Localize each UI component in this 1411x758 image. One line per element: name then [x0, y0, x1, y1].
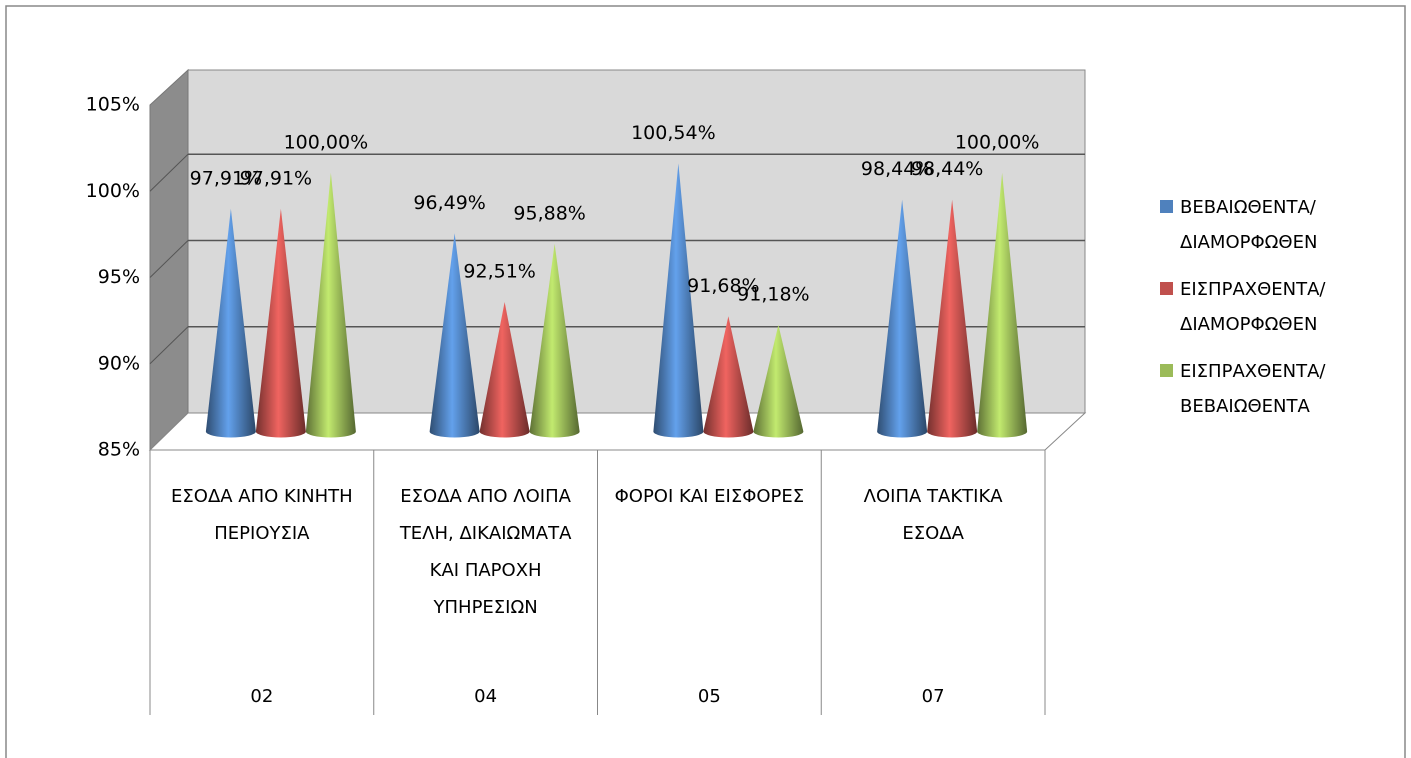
side-wall	[149, 68, 189, 452]
category-label: ΕΣΟΔΑ ΑΠΟ ΛΟΙΠΑ ΤΕΛΗ, ΔΙΚΑΙΩΜΑΤΑ ΚΑΙ ΠΑΡ…	[399, 486, 572, 618]
legend-swatch	[1160, 282, 1173, 295]
grid-line	[149, 240, 189, 278]
y-tick-label: 85%	[98, 439, 140, 461]
cone	[305, 172, 356, 438]
category-code: 04	[474, 686, 498, 707]
data-label: 95,88%	[513, 202, 585, 224]
data-label: 96,49%	[413, 192, 485, 214]
category-code: 07	[921, 686, 945, 707]
legend-label: ΕΙΣΠΡΑΧΘΕΝΤΑ/ ΔΙΑΜΟΡΦΩΘΕΝ	[1180, 279, 1326, 335]
cone	[753, 324, 804, 438]
y-tick-label: 100%	[86, 180, 140, 202]
data-label: 91,18%	[737, 283, 809, 305]
data-label: 91,68%	[687, 275, 759, 297]
cone	[653, 163, 704, 438]
cone	[927, 199, 978, 438]
y-tick-label: 105%	[86, 94, 140, 116]
cone	[205, 208, 256, 438]
legend-swatch	[1160, 364, 1173, 377]
data-label: 98,44%	[911, 158, 983, 180]
cone	[479, 301, 530, 438]
y-tick-label: 95%	[98, 266, 140, 288]
cone	[703, 316, 754, 438]
legend-label: ΒΕΒΑΙΩΘΕΝΤΑ/ ΔΙΑΜΟΡΦΩΘΕΝ	[1180, 197, 1318, 253]
data-label: 100,00%	[955, 131, 1040, 153]
category-label: ΦΟΡΟΙ ΚΑΙ ΕΙΣΦΟΡΕΣ	[614, 486, 805, 507]
category-code: 05	[697, 686, 721, 707]
cone	[977, 172, 1028, 438]
y-tick-label: 90%	[98, 352, 140, 374]
cone	[877, 199, 928, 438]
cone	[529, 243, 580, 438]
cone	[255, 208, 306, 438]
floor	[148, 412, 1087, 451]
cone	[429, 233, 480, 438]
legend-swatch	[1160, 200, 1173, 213]
data-label: 97,91%	[190, 167, 262, 189]
data-label: 100,00%	[284, 131, 369, 153]
category-label: ΕΣΟΔΑ ΑΠΟ ΚΙΝΗΤΗ ΠΕΡΙΟΥΣΙΑ	[171, 486, 353, 544]
grid-line	[149, 326, 189, 365]
legend-label: ΕΙΣΠΡΑΧΘΕΝΤΑ/ ΒΕΒΑΙΩΘΕΝΤΑ	[1180, 361, 1326, 417]
data-label: 97,91%	[240, 167, 312, 189]
category-code: 02	[250, 686, 274, 707]
data-label: 100,54%	[631, 122, 716, 144]
data-label: 98,44%	[861, 158, 933, 180]
data-label: 92,51%	[463, 260, 535, 282]
grid-line	[149, 153, 189, 192]
category-label: ΛΟΙΠΑ ΤΑΚΤΙΚΑ ΕΣΟΔΑ	[863, 486, 1003, 544]
chart-border	[5, 5, 1406, 758]
